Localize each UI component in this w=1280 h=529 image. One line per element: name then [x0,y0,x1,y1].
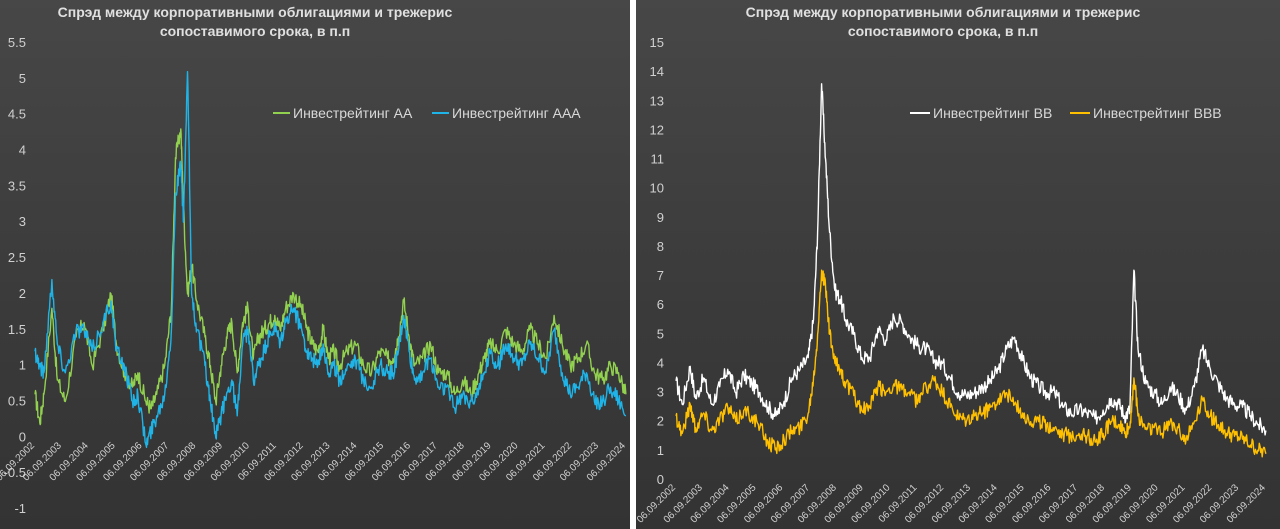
chart-right-ytick-label: 14 [650,64,664,79]
chart-right-ytick-label: 4 [657,355,664,370]
chart-left-title-line2: сопоставимого срока, в п.п [160,23,350,39]
chart-left-svg: Спрэд между корпоративными облигациями и… [0,4,628,516]
chart-right-ytick-label: 3 [657,385,664,400]
chart-right-panel: Спрэд между корпоративными облигациями и… [636,0,1280,529]
chart-left-panel: Спрэд между корпоративными облигациями и… [0,0,630,529]
chart-left-ytick-label: 0 [19,429,26,444]
panel-divider [630,0,636,529]
chart-right-series-line-0 [675,83,1267,436]
chart-left-lines [34,71,627,449]
chart-left-ytick-label: 1 [19,358,26,373]
legend-label-aaa: Инвестрейтинг ААА [452,105,581,121]
chart-right-ytick-label: 2 [657,414,664,429]
chart-right-ytick-label: 0 [657,472,664,487]
chart-left-ytick-label: 3.5 [8,178,26,193]
chart-right-ytick-label: 13 [650,93,664,108]
chart-left-ytick-label: 2.5 [8,250,26,265]
chart-left-title-line1: Спрэд между корпоративными облигациями и… [58,4,453,20]
legend-label-bbb: Инвестрейтинг ВВВ [1093,105,1222,121]
chart-right-ytick-label: 8 [657,239,664,254]
chart-right-ytick-label: 12 [650,122,664,137]
chart-right-lines [675,83,1267,458]
chart-left-ytick-label: 5.5 [8,35,26,50]
chart-left-ytick-label: 2 [19,286,26,301]
chart-left-ytick-label: -0.5 [4,465,26,480]
chart-right-ytick-label: 5 [657,326,664,341]
chart-right-ytick-label: 10 [650,181,664,196]
chart-right-ytick-label: 11 [651,152,665,167]
chart-right-series-line-1 [675,269,1267,458]
chart-left-ytick-label: 1.5 [8,322,26,337]
chart-left-ytick-label: 4.5 [8,107,26,122]
chart-right-title-line2: сопоставимого срока, в п.п [848,23,1038,39]
chart-right-svg: Спрэд между корпоративными облигациями и… [636,4,1268,526]
chart-left-ytick-label: 5 [19,71,26,86]
legend-label-bb: Инвестрейтинг ВВ [933,105,1052,121]
chart-left-series-line-0 [34,128,627,426]
chart-left-ytick-label: 0.5 [8,393,26,408]
chart-left-ytick-label: -1 [14,501,26,516]
legend-label-aa: Инвестрейтинг АА [293,105,413,121]
chart-right-ytick-label: 15 [650,35,664,50]
chart-right-title-line1: Спрэд между корпоративными облигациями и… [746,4,1141,20]
chart-right-ytick-label: 6 [657,297,664,312]
chart-right-ytick-label: 7 [657,268,664,283]
chart-left-ytick-label: 3 [19,214,26,229]
chart-left-series-line-1 [34,71,627,449]
chart-right-ytick-label: 9 [657,210,664,225]
chart-right-legend: Инвестрейтинг ВВ Инвестрейтинг ВВВ [910,105,1222,121]
chart-right-ytick-label: 1 [657,443,664,458]
chart-left-legend: Инвестрейтинг АА Инвестрейтинг ААА [273,105,581,121]
chart-left-ytick-label: 4 [19,143,26,158]
